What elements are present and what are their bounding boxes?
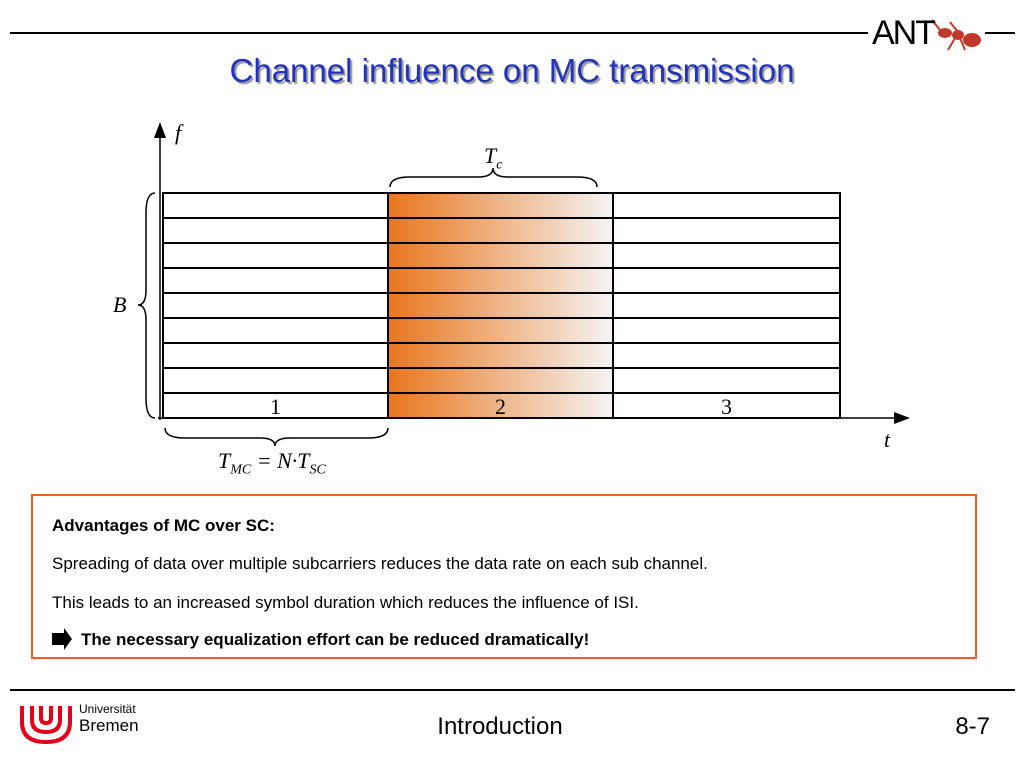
symbol-label: 1 xyxy=(270,394,281,419)
university-bottom: Bremen xyxy=(79,716,139,735)
tc-sub: c xyxy=(496,157,503,173)
symbol-label: 2 xyxy=(495,394,506,419)
f-arrow xyxy=(154,122,166,138)
axes xyxy=(158,132,900,420)
faded-symbol xyxy=(388,193,613,418)
university-logo xyxy=(20,706,72,745)
tc-label: Tc xyxy=(484,143,502,173)
b-label: B xyxy=(113,292,127,317)
tc-main: T xyxy=(484,143,497,168)
f-label: f xyxy=(175,120,182,145)
text-box xyxy=(31,494,977,659)
arrow-icon xyxy=(52,628,72,650)
box-conclusion: The necessary equalization effort can be… xyxy=(81,630,590,649)
t-label: t xyxy=(884,427,891,452)
ant-icon xyxy=(931,19,981,51)
braces xyxy=(137,167,598,447)
tmc-sub: SC xyxy=(309,462,326,478)
tmc-part: = N·T xyxy=(251,448,310,473)
tmc-sub: MC xyxy=(230,462,252,478)
page-number: 8-7 xyxy=(955,713,990,740)
tmc-part: T xyxy=(218,448,231,473)
section-name: Introduction xyxy=(437,713,563,740)
ant-logo: ANT xyxy=(872,14,936,52)
grid xyxy=(162,192,841,419)
slide-title: Channel influence on MC transmission xyxy=(229,52,795,89)
t-arrow xyxy=(894,412,910,424)
symbol-label: 3 xyxy=(721,394,732,419)
tmc-label: TMC = N·TSC xyxy=(218,448,326,478)
box-heading: Advantages of MC over SC: xyxy=(52,516,275,535)
box-line: Spreading of data over multiple subcarri… xyxy=(52,554,708,573)
box-line: This leads to an increased symbol durati… xyxy=(52,593,639,612)
university-top: Universität xyxy=(79,702,136,716)
